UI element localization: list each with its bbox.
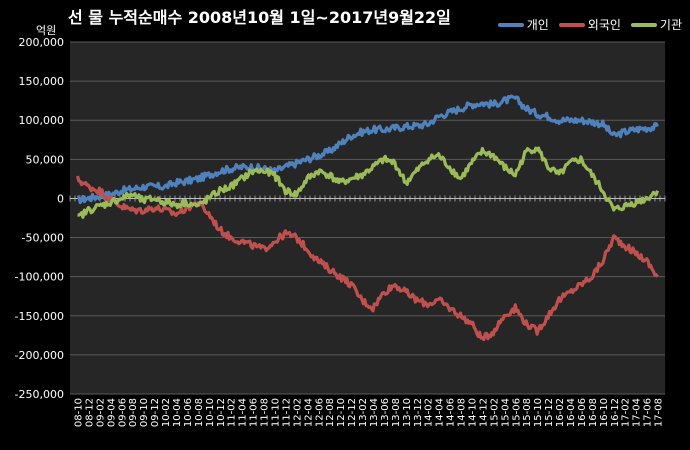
y-tick-label: 0 <box>57 192 64 205</box>
x-tick-label: 16-08 <box>588 398 599 427</box>
series-line-1 <box>77 94 659 205</box>
x-tick-label: 11-04 <box>238 398 249 427</box>
legend-item: 외국인 <box>558 16 621 33</box>
y-tick-label: 50,000 <box>26 153 65 166</box>
x-tick-label: 11-10 <box>270 398 281 427</box>
x-tick-label: 17-06 <box>643 398 654 427</box>
plot-area <box>70 42 665 394</box>
x-tick-label: 08-10 <box>73 398 84 427</box>
x-tick-label: 16-06 <box>577 398 588 427</box>
x-tick-label: 15-02 <box>489 398 500 427</box>
x-tick-label: 16-02 <box>555 398 566 427</box>
series-line-3 <box>77 146 660 219</box>
x-axis: 08-10 08-12 09-02 09-04 09-06 09-08 09-10 09-12… <box>73 398 664 427</box>
x-tick-label: 10-02 <box>161 398 172 427</box>
series-line-2 <box>75 175 659 342</box>
x-tick-label: 12-04 <box>303 398 314 427</box>
x-tick-label: 11-12 <box>281 398 292 427</box>
legend-label: 외국인 <box>587 18 621 32</box>
x-tick-label: 09-02 <box>95 398 106 427</box>
y-tick-label: 150,000 <box>19 75 65 88</box>
legend-label: 개인 <box>526 18 549 32</box>
x-tick-label: 15-10 <box>533 398 544 427</box>
chart-title: 선 물 누적순매수 2008년10월 1일~2017년9월22일 <box>68 8 451 27</box>
y-tick-label: 200,000 <box>19 36 65 49</box>
x-tick-label: 10-08 <box>194 398 205 427</box>
x-tick-label: 16-12 <box>610 398 621 427</box>
x-tick-label: 14-08 <box>457 398 468 427</box>
x-tick-label: 09-08 <box>128 398 139 427</box>
x-tick-label: 12-08 <box>325 398 336 427</box>
x-tick-label: 13-08 <box>391 398 402 427</box>
legend-item: 개인 <box>497 16 549 33</box>
legend: 개인 외국인 기관 <box>497 16 682 33</box>
x-tick-label: 15-04 <box>500 398 511 427</box>
legend-item: 기관 <box>630 16 682 33</box>
x-tick-label: 08-12 <box>84 398 95 427</box>
x-tick-label: 15-06 <box>511 398 522 427</box>
x-tick-label: 13-02 <box>358 398 369 427</box>
x-tick-label: 14-10 <box>467 398 478 427</box>
legend-swatch <box>558 22 585 27</box>
x-tick-label: 11-08 <box>260 398 271 427</box>
x-tick-label: 09-04 <box>106 398 117 427</box>
x-tick-label: 09-12 <box>150 398 161 427</box>
y-tick-label: -100,000 <box>15 271 64 284</box>
x-tick-label: 12-10 <box>336 398 347 427</box>
y-tick-label: -50,000 <box>22 232 64 245</box>
x-tick-label: 17-08 <box>654 398 665 427</box>
series-lines <box>75 94 660 342</box>
x-tick-label: 14-02 <box>424 398 435 427</box>
x-tick-label: 09-10 <box>139 398 150 427</box>
x-tick-label: 12-02 <box>292 398 303 427</box>
x-tick-label: 10-04 <box>172 398 183 427</box>
x-tick-label: 13-04 <box>369 398 380 427</box>
x-tick-label: 13-12 <box>413 398 424 427</box>
x-tick-label: 13-10 <box>402 398 413 427</box>
legend-swatch <box>630 22 657 27</box>
x-tick-label: 16-10 <box>599 398 610 427</box>
x-tick-label: 15-08 <box>522 398 533 427</box>
x-tick-label: 12-12 <box>347 398 358 427</box>
x-tick-label: 09-06 <box>117 398 128 427</box>
y-tick-label: -200,000 <box>15 349 64 362</box>
y-tick-label: 100,000 <box>19 114 65 127</box>
x-tick-label: 14-06 <box>446 398 457 427</box>
y-axis: 200,000 150,000 100,000 50,000 0 -50,000 -100,… <box>15 36 64 401</box>
x-tick-label: 10-12 <box>216 398 227 427</box>
y-tick-label: -150,000 <box>15 310 64 323</box>
x-tick-label: 17-04 <box>632 398 643 427</box>
y-tick-label: -250,000 <box>15 388 64 401</box>
x-tick-label: 11-02 <box>227 398 238 427</box>
x-tick-label: 17-02 <box>621 398 632 427</box>
x-tick-label: 14-12 <box>478 398 489 427</box>
x-tick-label: 15-12 <box>544 398 555 427</box>
legend-label: 기관 <box>659 18 682 32</box>
x-tick-label: 10-06 <box>183 398 194 427</box>
x-tick-label: 10-10 <box>205 398 216 427</box>
legend-swatch <box>497 22 524 27</box>
x-tick-label: 13-06 <box>380 398 391 427</box>
x-tick-label: 16-04 <box>566 398 577 427</box>
y-axis-unit: 억원 <box>36 24 57 37</box>
x-tick-label: 14-04 <box>435 398 446 427</box>
x-tick-label: 12-06 <box>314 398 325 427</box>
x-tick-label: 11-06 <box>249 398 260 427</box>
